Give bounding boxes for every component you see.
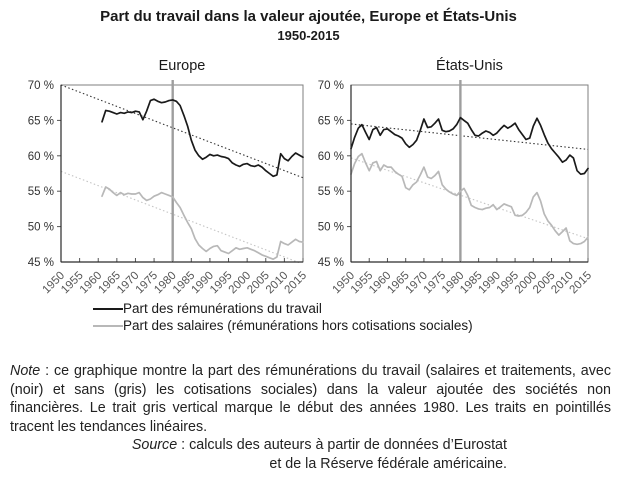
salaires-line [101,186,304,261]
y-tick-label: 50 % [28,222,54,234]
y-tick-label: 60 % [318,151,344,163]
x-tick-label: 2015 [568,270,595,297]
y-tick-label: 60 % [28,151,54,163]
trend-line [60,170,302,263]
y-tick-label: 55 % [318,186,344,198]
y-tick-label: 55 % [28,186,54,198]
legend-item-remunerations: Part des rémunérations du travail [93,300,473,317]
x-tick-label: 2015 [283,270,310,297]
y-tick-label: 70 % [318,80,344,92]
y-tick-label: 45 % [318,257,344,269]
trend-line [60,84,304,179]
y-tick-label: 50 % [318,222,344,234]
note-text: Note : ce graphique montre la part des r… [10,362,611,436]
trend-line [350,123,589,150]
remunerations-line [101,98,304,178]
source-label: Source [131,437,178,454]
black-line-swatch [93,307,123,310]
note-block: Note : ce graphique montre la part des r… [10,362,611,474]
source-body: : calculs des auteurs à partir de donnée… [177,437,507,454]
legend-label-remunerations: Part des rémunérations du travail [123,301,322,316]
legend: Part des rémunérations du travail Part d… [93,300,473,334]
note-label: Note [10,363,41,379]
legend-label-salaires: Part des salaires (rémunérations hors co… [123,318,473,333]
figure-subtitle: 1950-2015 [277,28,340,43]
y-tick-label: 70 % [28,80,54,92]
chart-title: Europe [159,58,206,74]
y-tick-label: 65 % [318,115,344,127]
plot-area [350,84,589,263]
salaires-line [350,152,589,246]
legend-item-salaires: Part des salaires (rémunérations hors co… [93,317,473,334]
remunerations-line [350,116,589,176]
source-line-1: Source : calculs des auteurs à partir de… [10,436,507,455]
figure-title: Part du travail dans la valeur ajoutée, … [100,8,517,25]
y-tick-label: 45 % [28,257,54,269]
gray-line-swatch [93,324,123,327]
source-line-2: et de la Réserve fédérale américaine. [269,455,507,472]
chart-title: États-Unis [436,57,503,74]
note-body: : ce graphique montre la part des rémuné… [10,363,611,435]
source-block: Source : calculs des auteurs à partir de… [10,436,611,473]
y-tick-label: 65 % [28,115,54,127]
